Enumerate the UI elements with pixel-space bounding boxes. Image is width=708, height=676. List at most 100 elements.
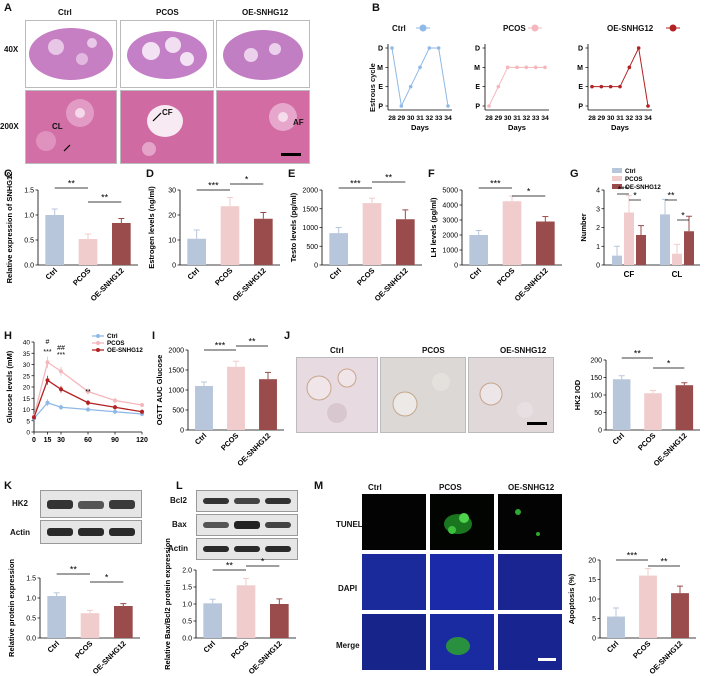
M-ytick-label: 15 [588,577,596,584]
H-xtick-label: 15 [44,437,52,444]
I-sig-mark: ** [248,337,256,347]
m-row-merge: Merge [336,641,360,650]
K-ytick-label: 1.0 [26,596,36,603]
F-ytick-label: 2000 [442,233,458,240]
G-legend-label-0: Ctrl [625,168,636,175]
m-img-dapi-ctrl [362,554,426,610]
C-ytick-label: 0.0 [24,263,34,270]
a-img-pcos-40x [120,20,214,88]
G-sig-mark: *** [618,185,629,195]
k-band-hk2: HK2 [12,499,29,508]
G-ytick-label: 1 [596,244,600,251]
B-oe-xtick-label: 28 [588,115,596,122]
H-line-1 [33,361,143,417]
b-legend-ctrl: Ctrl [392,24,406,33]
B-ctrl-point [408,84,413,89]
G-ytick-label: 0 [596,263,600,270]
B-pcos-ytick-label: D [475,46,480,53]
H-point-2 [59,387,63,392]
C-xtick-label: PCOS [71,266,92,287]
panel-letter-m: M [314,480,324,492]
B-oe-ytick-label: E [578,84,583,91]
B-pcos-xtick-label: 32 [523,115,531,122]
I-ytick-label: 1500 [168,368,184,375]
l-blot-bax [196,514,298,536]
B-oe-xtick-label: 34 [644,115,652,122]
B-pcos-xtick-label: 34 [541,115,549,122]
H-xtick-label: 30 [57,437,65,444]
m-row-dapi: DAPI [338,584,358,593]
I-xtick-label: Ctrl [193,431,209,447]
H-line-2 [33,379,143,418]
F-ytick-label: 0 [454,263,458,270]
G-bar-CL-0 [660,214,670,265]
M-sig-mark: *** [627,551,638,561]
C-bar-1 [78,239,98,265]
k-blot-hk2 [40,490,142,518]
K-sig-mark: * [105,573,109,583]
B-pcos-xtick-label: 33 [532,115,540,122]
H-xtick-label: 60 [84,437,92,444]
a-img-pcos-200x [120,90,214,164]
m-header-oe: OE-SNHG12 [508,483,555,492]
E-ylabel: Testo levels (pg/ml) [289,192,298,262]
H-point-1 [86,389,90,394]
H-point-1 [59,369,63,374]
H-legend-label-2: OE-SNHG12 [107,347,143,354]
E-ytick-label: 1000 [302,225,318,232]
panel-letter-f: F [428,168,435,180]
B-ctrl-ytick-label: M [377,65,383,72]
m-header-ctrl: Ctrl [368,483,382,492]
H-legend-marker-1 [96,341,100,345]
G-ytick-label: 2 [596,225,600,232]
I-ytick-label: 1000 [168,388,184,395]
b-legend-pcos: PCOS [503,24,526,33]
F-sig-mark: * [527,187,531,197]
L-xtick-label: Ctrl [202,639,218,655]
L-xtick-label: OE-SNHG12 [247,639,284,676]
F-xtick-label: Ctrl [468,266,484,282]
E-ytick-label: 2000 [302,188,318,195]
G-sig-mark: * [681,211,685,221]
H-ytick-label: 30 [23,362,31,369]
K-ytick-label: 1.5 [26,576,36,583]
J-ytick-label: 0 [598,428,602,435]
J-bar-1 [644,393,662,430]
H-ytick-label: 10 [23,407,31,414]
l-band-actin: Actin [168,544,188,553]
l-band-bax: Bax [172,520,187,529]
E-xtick-label: PCOS [355,266,376,287]
K-ytick-label: 0.0 [26,636,36,643]
B-pcos-legend-marker [531,24,539,32]
E-sig-mark: ** [385,173,393,183]
B-oe-point [599,84,604,89]
B-oe-point [627,65,632,70]
H-legend-label-1: PCOS [107,340,125,347]
a-label-af: AF [293,118,304,127]
H-point-1 [45,360,50,365]
K-xtick-label: PCOS [73,639,94,660]
B-ctrl-xtick-label: 34 [444,115,452,122]
E-xtick-label: OE-SNHG12 [373,266,410,303]
F-xtick-label: OE-SNHG12 [513,266,550,303]
a-header-pcos: PCOS [156,8,179,17]
l-blot-actin [196,538,298,560]
G-legend-swatch-1 [612,176,622,181]
D-ytick-label: 20 [168,213,176,220]
panel-letter-b: B [372,2,380,14]
G-xtick-label: CF [624,270,635,279]
k-band-actin: Actin [10,528,30,537]
M-xtick-label: Ctrl [605,639,621,655]
M-bar-0 [607,616,625,638]
M-ytick-label: 0 [592,636,596,643]
m-img-tunel-oe [498,494,562,550]
m-img-merge-pcos [430,614,494,670]
B-pcos-point [487,104,491,108]
E-sig-mark: *** [350,179,361,189]
j-img-oe [468,357,554,433]
B-ctrl-xtick-label: 32 [426,115,434,122]
I-ytick-label: 2000 [168,348,184,355]
L-ytick-label: 0.5 [182,619,192,626]
m-img-merge-oe [498,614,562,670]
